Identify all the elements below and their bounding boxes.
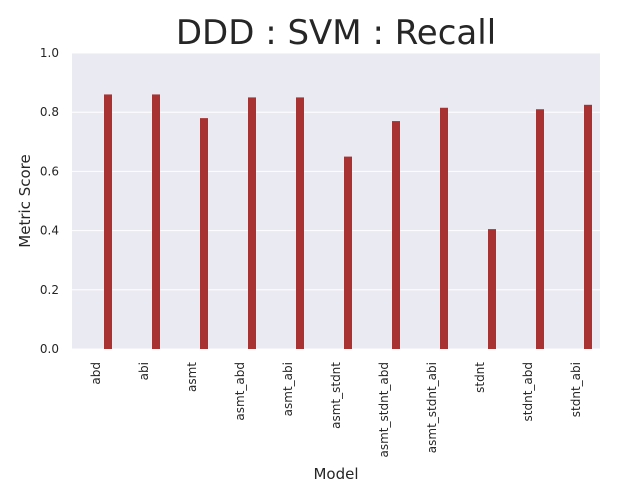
y-tick-label: 0.6 <box>40 164 59 178</box>
x-tick-label: asmt_stdnt_abi <box>425 362 439 453</box>
x-axis-ticks: abd abi asmt asmt_abd asmt_abi asmt_stdnt asmt… <box>89 362 583 458</box>
x-tick-label: asmt_abd <box>233 362 247 421</box>
bar-stdnt <box>488 229 496 349</box>
x-tick-label: stdnt <box>473 362 487 393</box>
x-tick-label: stdnt_abd <box>521 362 535 421</box>
bar-asmt_stdnt_abi <box>440 107 448 349</box>
plot-area <box>72 53 600 349</box>
bar-abi <box>152 94 160 349</box>
bar-stdnt_abi <box>584 104 592 349</box>
x-axis-label: Model <box>313 465 358 483</box>
x-tick-label: asmt <box>185 362 199 392</box>
y-tick-label: 0.4 <box>40 224 59 238</box>
x-tick-label: asmt_abi <box>281 362 295 416</box>
y-tick-label: 0.0 <box>40 342 59 356</box>
x-tick-label: abi <box>137 362 151 380</box>
bar-asmt_stdnt_abd <box>392 121 400 349</box>
y-axis-label: Metric Score <box>16 154 34 247</box>
y-axis-ticks: 0.0 0.2 0.4 0.6 0.8 1.0 <box>40 46 59 356</box>
y-tick-label: 1.0 <box>40 46 59 60</box>
x-tick-label: asmt_stdnt_abd <box>377 362 391 457</box>
x-tick-label: abd <box>89 362 103 385</box>
bar-asmt <box>200 118 208 350</box>
bar-asmt_abd <box>248 97 256 350</box>
x-tick-label: asmt_stdnt <box>329 362 343 429</box>
y-tick-label: 0.8 <box>40 105 59 119</box>
y-tick-label: 0.2 <box>40 283 59 297</box>
bar-stdnt_abd <box>536 109 544 350</box>
bar-abd <box>104 94 112 349</box>
bar-asmt_abi <box>296 97 304 350</box>
bars <box>104 94 592 350</box>
bar-asmt_stdnt <box>344 156 352 349</box>
chart-title: DDD : SVM : Recall <box>176 13 496 53</box>
x-tick-label: stdnt_abi <box>569 362 583 417</box>
